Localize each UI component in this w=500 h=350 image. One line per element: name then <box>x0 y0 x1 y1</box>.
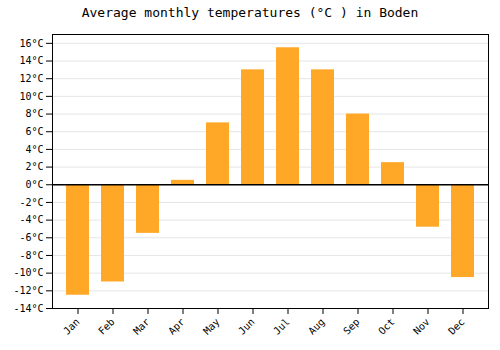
html-text:Average monthly temperatures (: Average monthly temperatures (°C ) in Bo… <box>81 5 419 20</box>
svg-text:Jan: Jan <box>61 316 82 337</box>
svg-text:Dec: Dec <box>446 316 467 337</box>
svg-text:Jun: Jun <box>236 316 257 337</box>
svg-text:14°C: 14°C <box>19 55 43 66</box>
svg-text:0°C: 0°C <box>25 179 43 190</box>
svg-text:Nov: Nov <box>411 316 432 337</box>
svg-text:12°C: 12°C <box>19 73 43 84</box>
svg-text:Mar: Mar <box>131 316 152 337</box>
svg-text:-4°C: -4°C <box>19 214 43 225</box>
svg-text:10°C: 10°C <box>19 91 43 102</box>
svg-text:Apr: Apr <box>166 316 187 337</box>
svg-text:Aug: Aug <box>306 316 327 337</box>
svg-text:Sep: Sep <box>341 316 362 337</box>
svg-text:-6°C: -6°C <box>19 232 43 243</box>
svg-text:Jul: Jul <box>271 316 292 337</box>
svg-text:May: May <box>201 316 222 337</box>
svg-text:6°C: 6°C <box>25 126 43 137</box>
svg-text:Oct: Oct <box>376 316 397 337</box>
svg-text:-8°C: -8°C <box>19 250 43 261</box>
svg-text:-10°C: -10°C <box>13 267 43 278</box>
svg-text:Feb: Feb <box>96 316 117 337</box>
svg-text:4°C: 4°C <box>25 144 43 155</box>
svg-text:16°C: 16°C <box>19 38 43 49</box>
svg-text:-12°C: -12°C <box>13 285 43 296</box>
svg-text:-2°C: -2°C <box>19 197 43 208</box>
svg-text:8°C: 8°C <box>25 108 43 119</box>
svg-text:-14°C: -14°C <box>13 303 43 314</box>
svg-text:2°C: 2°C <box>25 161 43 172</box>
